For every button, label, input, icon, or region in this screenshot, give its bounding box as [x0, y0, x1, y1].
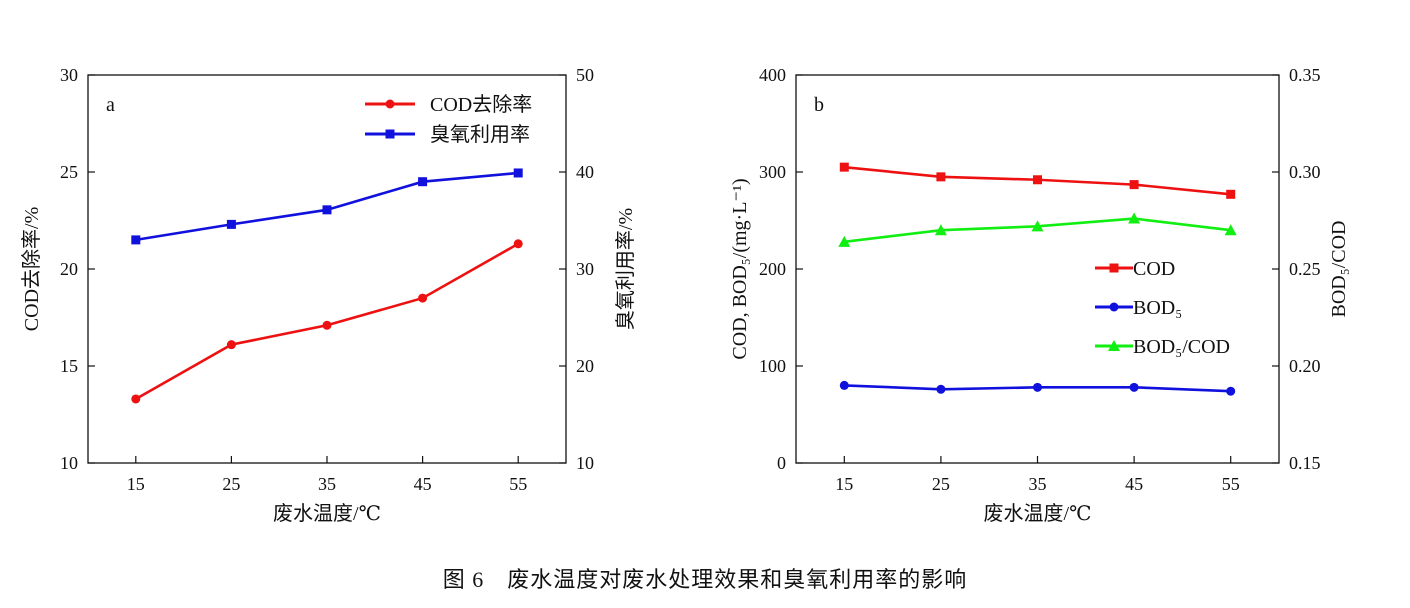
data-point [936, 384, 946, 394]
x-tick-label: 55 [1222, 474, 1240, 494]
data-point [1129, 180, 1139, 190]
data-point [418, 293, 428, 303]
data-point [418, 177, 428, 187]
x-axis-label: 废水温度/℃ [984, 502, 1092, 525]
x-tick-label: 35 [318, 474, 336, 494]
data-point [839, 162, 849, 172]
x-tick-label: 45 [414, 474, 432, 494]
x-tick-label: 15 [127, 474, 145, 494]
x-tick-label: 45 [1125, 474, 1143, 494]
data-point [838, 235, 851, 247]
data-point [322, 205, 332, 215]
panel-a: 15 25 35 45 55 10 15 20 25 30 10 20 30 40 50 废水温度/℃ COD去… [20, 65, 637, 525]
y-tick-label: 25 [60, 162, 78, 182]
legend-marker [1109, 302, 1119, 312]
x-tick-label: 15 [835, 474, 853, 494]
x-tick-label: 55 [509, 474, 527, 494]
y-tick-label: 200 [759, 259, 786, 279]
y2-tick-label: 0.20 [1289, 356, 1321, 376]
data-point [936, 172, 946, 182]
data-point [1224, 224, 1237, 236]
y2-tick-label: 10 [576, 453, 594, 473]
legend-marker [1109, 263, 1119, 273]
y-axis-label: COD去除率/% [20, 207, 43, 331]
y-tick-label: 10 [60, 453, 78, 473]
data-point [226, 219, 236, 229]
series-0 [839, 162, 1236, 199]
y-tick-label: 30 [60, 65, 78, 85]
y2-tick-label: 0.30 [1289, 162, 1321, 182]
y2-axis-label: BOD₅/COD [1328, 221, 1350, 318]
figure-caption: 图 6 废水温度对废水处理效果和臭氧利用率的影响 [442, 567, 968, 592]
legend-item: COD [1095, 258, 1175, 280]
y-tick-label: 400 [759, 65, 786, 85]
data-point [1129, 382, 1139, 392]
y2-tick-label: 0.35 [1289, 65, 1321, 85]
data-point [1226, 386, 1236, 396]
legend-marker [385, 99, 395, 109]
y-tick-label: 100 [759, 356, 786, 376]
data-point [1226, 189, 1236, 199]
legend-item: COD去除率 [365, 93, 532, 116]
data-point [1031, 220, 1044, 232]
legend-marker [385, 129, 395, 139]
data-point [513, 239, 523, 249]
data-point [131, 394, 141, 404]
series-2 [838, 212, 1237, 247]
data-point [131, 235, 141, 245]
legend-label: COD [1133, 258, 1175, 280]
y-tick-label: 15 [60, 356, 78, 376]
y-tick-label: 20 [60, 259, 78, 279]
y2-tick-label: 50 [576, 65, 594, 85]
y2-tick-label: 0.25 [1289, 259, 1321, 279]
legend-item: BOD₅ [1095, 297, 1182, 319]
data-point [1033, 175, 1042, 185]
y-tick-label: 0 [777, 453, 786, 473]
y2-tick-label: 30 [576, 259, 594, 279]
legend-label: COD去除率 [430, 93, 532, 116]
y2-tick-label: 0.15 [1289, 453, 1321, 473]
panel-b: 15 25 35 45 55 0 100 200 300 400 0.15 0.20 0.25 0.30 0… [729, 65, 1350, 525]
y2-axis-label: 臭氧利用率/% [614, 208, 637, 330]
legend-item: 臭氧利用率 [365, 123, 530, 146]
legend-label: BOD₅ [1133, 297, 1182, 319]
x-tick-label: 35 [1029, 474, 1047, 494]
series-0 [131, 239, 523, 404]
legend-item: BOD₅/COD [1095, 336, 1230, 358]
legend-label: BOD₅/COD [1133, 336, 1230, 358]
x-axis-label: 废水温度/℃ [273, 502, 381, 525]
data-point [1128, 212, 1141, 224]
legend-marker [1108, 340, 1120, 351]
legend-label: 臭氧利用率 [430, 123, 530, 146]
y2-tick-label: 40 [576, 162, 594, 182]
y-tick-label: 300 [759, 162, 786, 182]
panel-label: a [106, 94, 115, 116]
panel-label: b [814, 94, 824, 116]
x-tick-label: 25 [932, 474, 950, 494]
y2-tick-label: 20 [576, 356, 594, 376]
plot-frame [795, 74, 1280, 464]
series-1 [839, 380, 1236, 396]
data-point [839, 380, 849, 390]
data-point [1033, 382, 1042, 392]
data-point [322, 320, 332, 330]
data-point [513, 168, 523, 178]
series-1 [131, 168, 523, 245]
y-axis-label: COD, BOD₅/(mg·L⁻¹) [729, 178, 751, 359]
data-point [226, 340, 236, 350]
x-tick-label: 25 [222, 474, 240, 494]
data-point [934, 224, 947, 236]
